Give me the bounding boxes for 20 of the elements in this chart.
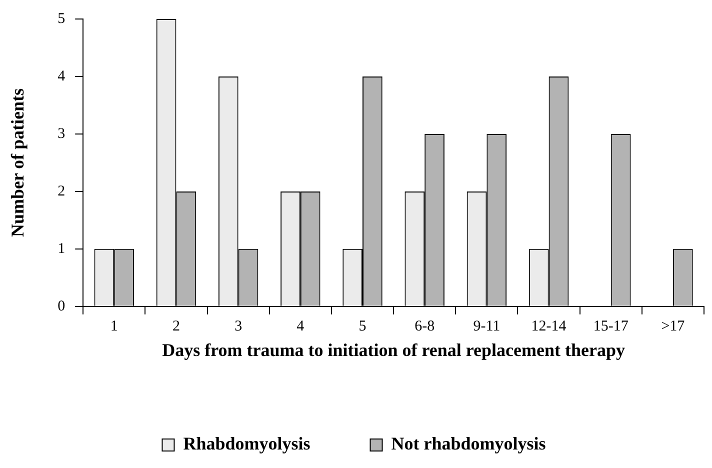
x-tick-label: 6-8 [414,318,435,334]
x-tick-label: 2 [172,318,180,334]
x-tick-label: 4 [296,318,305,334]
x-tick-label: 15-17 [593,318,629,334]
x-axis-title: Days from trauma to initiation of renal replacement therapy [162,340,626,360]
x-tick-label: 9-11 [473,318,500,334]
y-tick-label: 5 [58,10,66,27]
x-tick-label: 12-14 [531,318,567,334]
legend-label: Rhabdomyolysis [183,434,310,454]
x-tick-label: 1 [110,318,118,334]
x-tick-label: >17 [661,318,686,334]
y-tick-label: 4 [58,68,66,84]
y-tick-label: 3 [58,126,66,142]
y-tick-label: 2 [58,183,66,200]
x-tick-label: 3 [234,318,242,334]
x-tick-label: 5 [358,318,366,334]
legend-label: Not rhabdomyolysis [391,434,546,454]
y-tick-label: 0 [58,298,66,314]
y-axis-title: Number of patients [7,88,28,238]
y-tick-label: 1 [58,240,66,257]
